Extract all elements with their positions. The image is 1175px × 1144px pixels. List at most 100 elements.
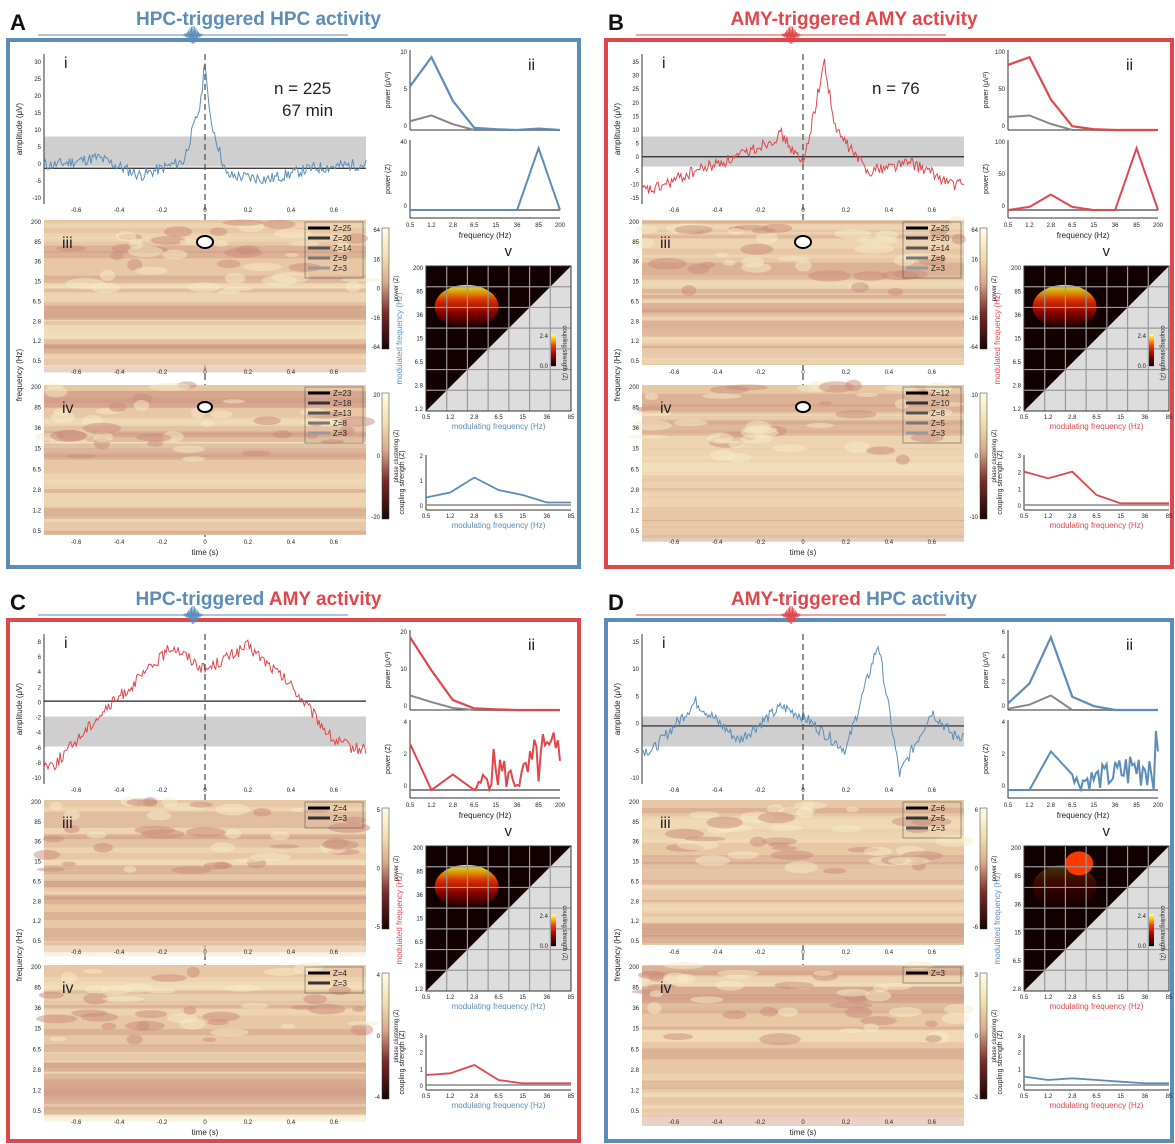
erp-trace bbox=[43, 63, 367, 185]
colorbar bbox=[381, 227, 390, 350]
colorbar-tick-label: 0 bbox=[377, 287, 381, 293]
cs-tick-label: 1 bbox=[420, 479, 424, 485]
cs-tick-label: 2 bbox=[1018, 1051, 1022, 1057]
spectrogram-blob bbox=[795, 260, 812, 272]
spectrogram-band bbox=[642, 299, 964, 303]
spectrogram-blob bbox=[801, 801, 815, 811]
spec-tick-label: 36 bbox=[34, 1006, 41, 1012]
spectrogram-band bbox=[44, 335, 366, 345]
pac-ytick-label: 200 bbox=[1011, 266, 1022, 272]
pac-xtick-label: 6.5 bbox=[1092, 415, 1101, 421]
spectrogram-band bbox=[44, 1029, 366, 1036]
spec-tick-label: 15 bbox=[632, 860, 639, 866]
pac-xtick-label: 36 bbox=[1141, 995, 1148, 1001]
pac-colorbar bbox=[551, 334, 556, 367]
amp-tick-label: -10 bbox=[32, 776, 41, 782]
spectrogram-blob bbox=[706, 816, 743, 829]
spectrogram-band bbox=[642, 929, 964, 935]
spectrogram-blob bbox=[944, 1004, 975, 1015]
pac-colorbar-tick: 0.0 bbox=[1138, 364, 1147, 370]
spectrogram-blob bbox=[222, 219, 265, 226]
spec-tick-label: 0.5 bbox=[631, 939, 640, 945]
spectrogram-band bbox=[642, 303, 964, 315]
spectrogram-blob bbox=[225, 828, 242, 840]
spectrogram-band bbox=[642, 1088, 964, 1093]
spec-tick-label: 85 bbox=[34, 406, 41, 412]
spectrogram-blob bbox=[64, 278, 106, 290]
powerz-trace bbox=[409, 732, 561, 793]
legend-entry: Z=14 bbox=[931, 244, 950, 253]
spectrogram-band bbox=[642, 830, 964, 843]
power-tick-label: 50 bbox=[998, 87, 1005, 93]
freq-tick-label: 200 bbox=[1153, 803, 1164, 809]
spectrogram-blob bbox=[866, 446, 896, 455]
pac-frame bbox=[1023, 265, 1170, 412]
spectrogram-band bbox=[44, 293, 366, 309]
spectrogram-blob bbox=[172, 445, 205, 453]
time-tick-label: -0.4 bbox=[114, 208, 125, 214]
spectrogram-band bbox=[44, 994, 366, 1002]
spec-tick-label: 6.5 bbox=[33, 467, 42, 473]
amp-tick-label: 35 bbox=[632, 60, 639, 66]
pac-frame bbox=[425, 845, 572, 992]
powerz-tick-label: 100 bbox=[995, 140, 1006, 146]
freq-tick-label: 2.8 bbox=[449, 803, 458, 809]
power-tick-label: 0 bbox=[1002, 704, 1006, 710]
legend-entry: Z=23 bbox=[333, 389, 352, 398]
colorbar bbox=[381, 972, 390, 1100]
colorbar-tick-label: 4 bbox=[377, 973, 381, 979]
colorbar-tick-label: 0 bbox=[975, 454, 979, 460]
pac-ytick-label: 36 bbox=[1014, 313, 1021, 319]
freq-tick-label: 15 bbox=[492, 803, 499, 809]
cs-y-label: coupling strength (Z) bbox=[399, 450, 406, 514]
spectrogram-blob bbox=[894, 399, 910, 409]
spectrogram-band bbox=[642, 998, 964, 1014]
pac-ytick-label: 15 bbox=[1014, 931, 1021, 937]
spectrogram-band bbox=[44, 881, 366, 892]
amp-tick-label: 25 bbox=[632, 87, 639, 93]
spectrogram-band bbox=[44, 286, 366, 303]
amp-tick-label: 2 bbox=[38, 685, 42, 691]
freq-tick-label: 6.5 bbox=[1068, 223, 1077, 229]
colorbar-tick-label: -5 bbox=[375, 925, 381, 931]
time-tick-label: 0.2 bbox=[244, 950, 253, 956]
pac-colorbar-tick: 2.4 bbox=[1138, 334, 1147, 340]
time-tick-label: 0.2 bbox=[244, 788, 253, 794]
spectrogram-blob bbox=[934, 835, 974, 847]
spectrogram-band bbox=[642, 462, 964, 473]
spectrogram-band bbox=[44, 1052, 366, 1061]
amp-tick-label: -15 bbox=[630, 196, 639, 202]
pac-xtick-label: 2.8 bbox=[470, 995, 479, 1001]
spectrogram-band bbox=[44, 304, 366, 320]
cs-xtick-label: 2.8 bbox=[1068, 514, 1077, 520]
pac-colorbar bbox=[1149, 334, 1154, 367]
colorbar bbox=[979, 972, 988, 1100]
time-tick-label: -0.6 bbox=[71, 208, 82, 214]
amp-tick-label: -10 bbox=[630, 776, 639, 782]
spectrogram-blob bbox=[910, 433, 944, 443]
pac-colorbar bbox=[551, 914, 556, 947]
spectrogram-blob bbox=[649, 990, 663, 998]
freq-tick-label: 2.8 bbox=[1047, 223, 1056, 229]
spectrogram-band bbox=[44, 871, 366, 882]
spectrogram-band bbox=[642, 966, 964, 976]
spectrogram-band bbox=[642, 885, 964, 900]
pac-xtick-label: 2.8 bbox=[470, 415, 479, 421]
time-tick-label: 0.2 bbox=[842, 208, 851, 214]
subpanel-ii-label: ii bbox=[528, 57, 535, 74]
time-tick-label: 0.2 bbox=[244, 1120, 253, 1126]
amp-tick-label: 10 bbox=[632, 128, 639, 134]
spectrogram-blob bbox=[344, 233, 368, 244]
spectrogram-band bbox=[44, 1098, 366, 1107]
freq-tick-label: 200 bbox=[555, 803, 566, 809]
spec-tick-label: 1.2 bbox=[33, 508, 42, 514]
time-tick-label: 0.2 bbox=[842, 370, 851, 376]
spectrogram-blob bbox=[834, 229, 872, 239]
pac-colorbar-label: coupling strength (Z) bbox=[561, 905, 567, 960]
pac-xtick-label: 85 bbox=[568, 995, 575, 1001]
time-tick-label: 0.6 bbox=[330, 788, 339, 794]
spectrogram-blob bbox=[241, 450, 272, 457]
spectrogram-band bbox=[642, 878, 964, 883]
subpanel-iv-label: iv bbox=[62, 980, 74, 997]
n-count: n = 76 bbox=[872, 79, 920, 98]
